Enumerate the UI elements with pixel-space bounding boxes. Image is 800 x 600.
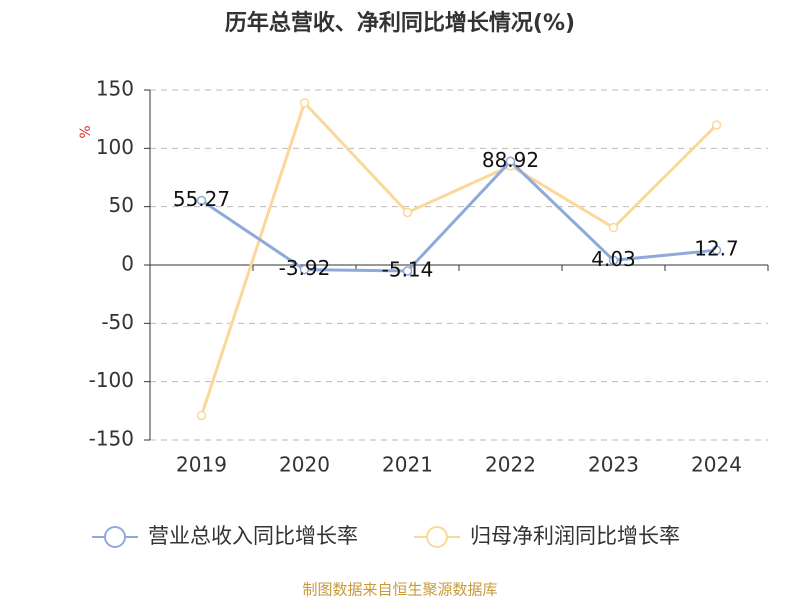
legend-marker [104,526,126,548]
data-label: -5.14 [382,257,434,281]
x-tick-label: 2019 [176,453,227,477]
legend-label: 归母净利润同比增长率 [470,524,680,548]
point-marker [196,195,207,206]
point-marker [402,207,413,218]
y-tick-label: 150 [96,77,134,101]
data-label: 55.27 [173,187,230,211]
y-tick-label: -100 [89,368,134,392]
y-axis-label: % [78,125,94,138]
x-tick-label: 2023 [588,453,639,477]
source-note: 制图数据来自恒生聚源数据库 [302,581,497,599]
series-line [200,159,717,273]
legend-label: 营业总收入同比增长率 [148,524,358,548]
data-label: 88.92 [482,148,539,172]
y-tick-label: 50 [109,193,134,217]
chart-title: 历年总营收、净利同比增长情况(%) [225,10,575,36]
point-marker [711,245,722,255]
point-marker [608,222,619,233]
point-marker [608,255,619,266]
x-tick-label: 2022 [485,453,536,477]
point-marker [505,156,516,167]
y-tick-label: -50 [101,310,134,334]
series-line [200,99,718,416]
x-tick-label: 2024 [691,453,742,477]
legend-marker [426,526,448,548]
x-tick-label: 2020 [279,453,330,477]
point-marker [299,264,310,275]
y-tick-label: -150 [89,427,134,451]
point-marker [196,410,207,421]
data-label: 12.7 [694,237,739,261]
point-marker [402,266,413,276]
point-marker [299,98,310,108]
point-marker [711,120,722,130]
x-tick-label: 2021 [382,453,433,477]
y-tick-label: 100 [96,135,134,159]
data-label: -3.92 [279,256,331,280]
y-tick-label: 0 [121,252,134,276]
data-label: 4.03 [591,247,636,271]
